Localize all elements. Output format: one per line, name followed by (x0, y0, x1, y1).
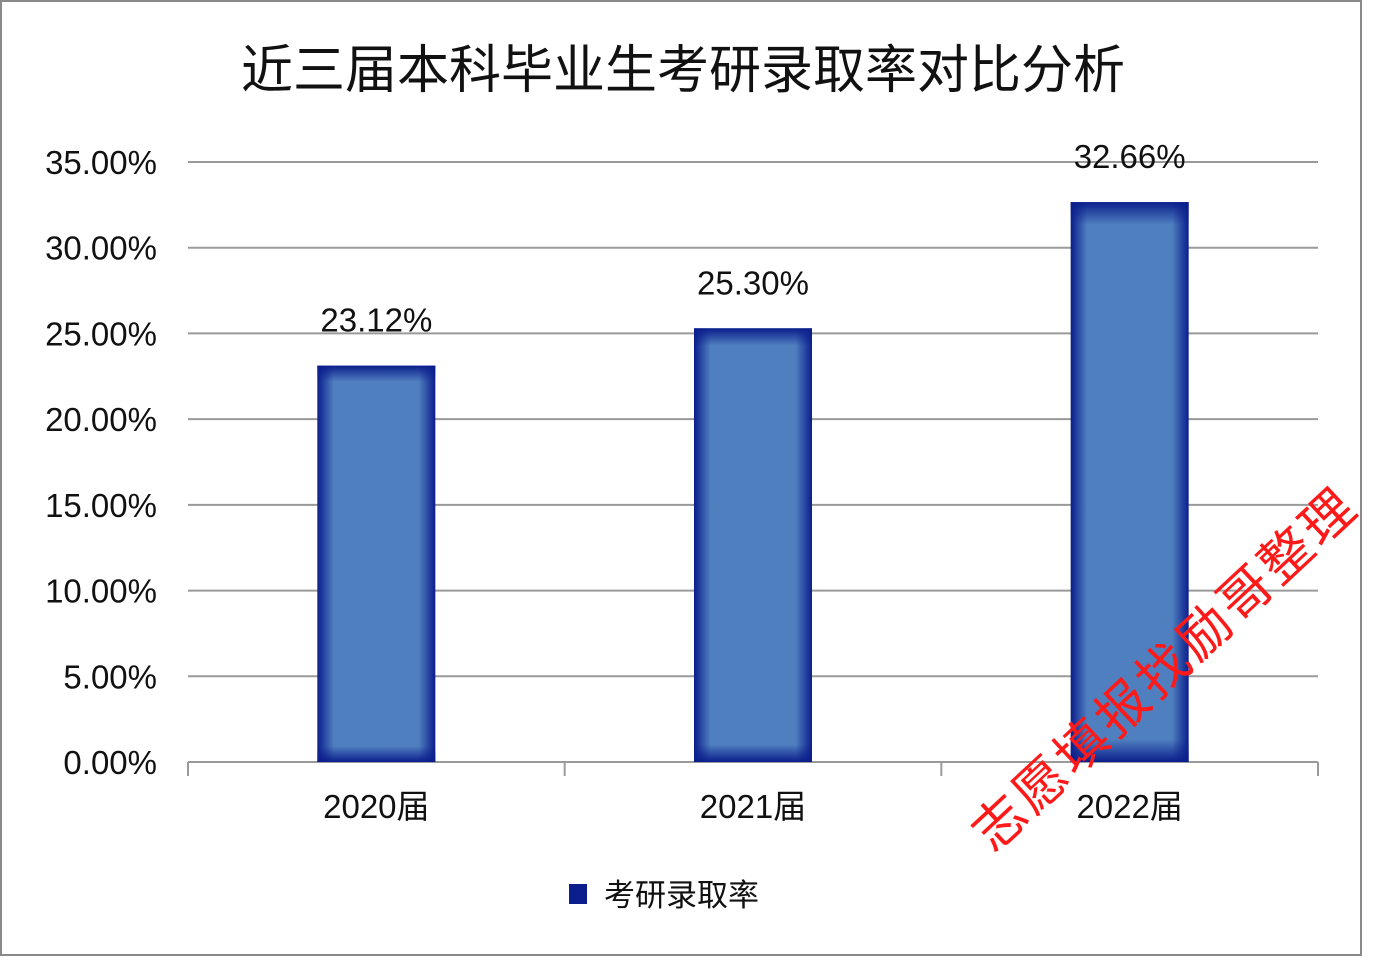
y-tick-label: 0.00% (63, 744, 157, 781)
data-labels: 23.12% 25.30% 32.66% (320, 138, 1185, 339)
bars (317, 202, 1189, 763)
y-axis-ticks: 0.00% 5.00% 10.00% 15.00% 20.00% 25.00% 30.00%… (45, 144, 157, 781)
x-category-label: 2022届 (1076, 788, 1182, 825)
y-tick-label: 15.00% (45, 487, 157, 524)
y-tick-label: 20.00% (45, 401, 157, 438)
x-category-label: 2020届 (323, 788, 429, 825)
y-tick-label: 25.00% (45, 315, 157, 352)
data-label: 32.66% (1074, 138, 1186, 175)
bar-edge-shade (317, 365, 436, 762)
y-tick-label: 35.00% (45, 144, 157, 181)
chart-title: 近三届本科毕业生考研录取率对比分析 (241, 41, 1125, 101)
legend-label: 考研录取率 (604, 878, 759, 914)
data-label: 25.30% (697, 264, 809, 301)
bar-edge-shade (1070, 202, 1189, 763)
data-label: 23.12% (320, 302, 432, 339)
y-tick-label: 10.00% (45, 573, 157, 610)
legend-swatch (569, 884, 587, 904)
x-category-label: 2021届 (700, 788, 806, 825)
x-axis (187, 761, 1319, 776)
legend: 考研录取率 (569, 878, 759, 914)
bar-edge-shade (694, 328, 812, 762)
y-tick-label: 5.00% (63, 658, 157, 695)
x-axis-categories: 2020届 2021届 2022届 (323, 788, 1183, 825)
y-tick-label: 30.00% (45, 230, 157, 267)
